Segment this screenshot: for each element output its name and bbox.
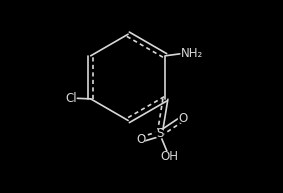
Circle shape [179,114,187,123]
Text: S: S [156,127,163,140]
Text: O: O [136,133,145,146]
Circle shape [155,130,164,138]
Text: NH₂: NH₂ [181,47,203,60]
Circle shape [164,152,175,162]
Text: OH: OH [160,150,178,163]
Circle shape [136,135,145,144]
Text: O: O [178,112,187,125]
Text: Cl: Cl [65,92,77,105]
